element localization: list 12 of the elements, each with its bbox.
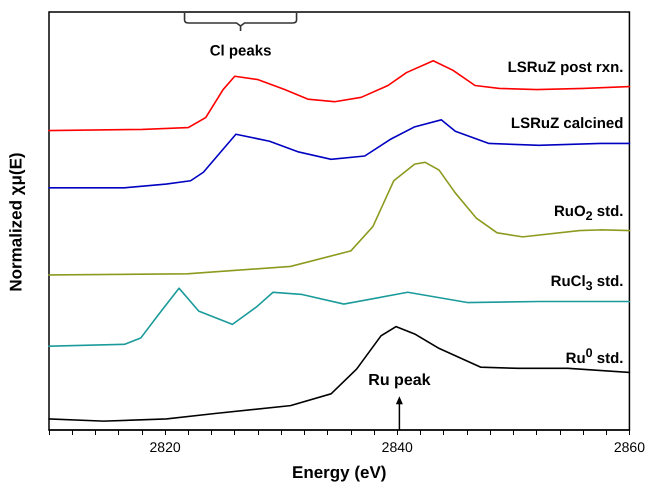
series-label: RuCl$_{3}$ std. (550, 272, 624, 296)
x-tick-label: 2820 (150, 439, 181, 455)
y-axis-title: Normalized χμ(E) (6, 152, 26, 292)
x-tick-label: 2840 (382, 439, 414, 455)
series-label: LSRuZ post rxn. (508, 58, 624, 78)
text: Cl peaks (210, 42, 272, 60)
x-tick-label: 2860 (614, 439, 646, 455)
series-label: LSRuZ calcined (510, 114, 624, 134)
x-axis-title: Energy (eV) (292, 463, 386, 482)
series-label: RuO$_{2}$ std. (554, 202, 624, 225)
series-label: Ru$^{0}$ std. (566, 345, 624, 370)
annotation: Ru peak (368, 372, 431, 389)
